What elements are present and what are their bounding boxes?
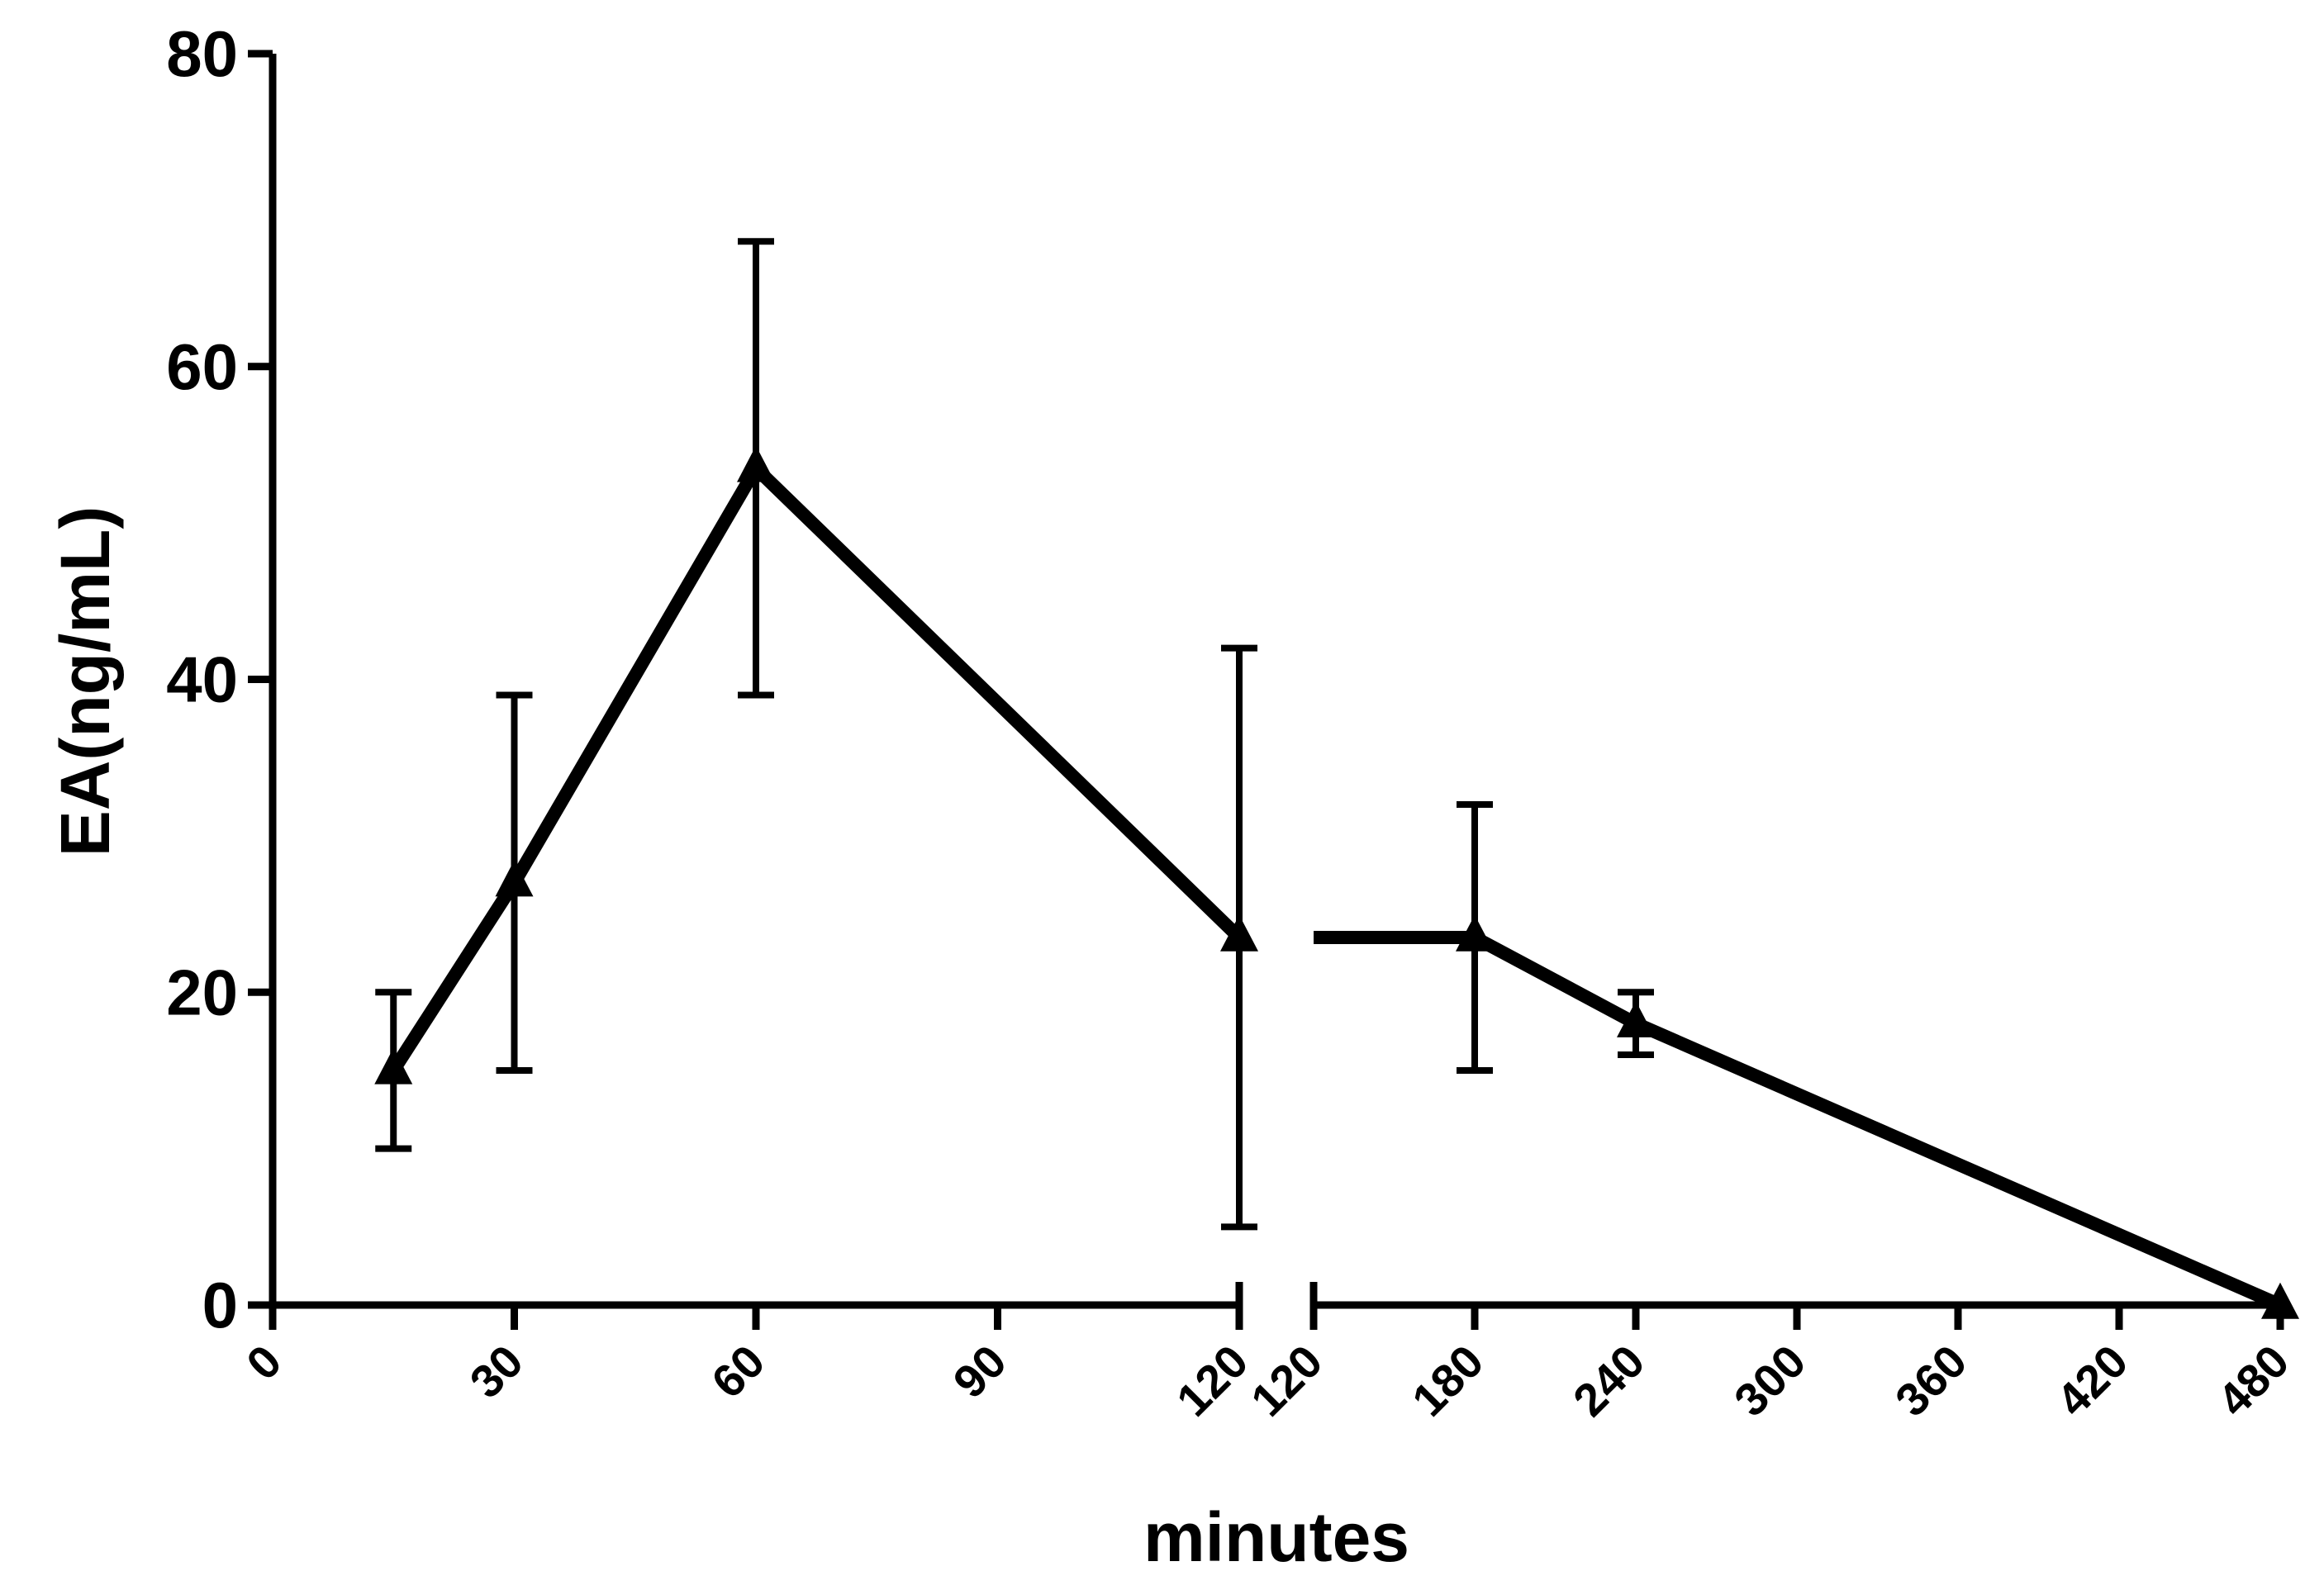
x-tick-label: 180 [1402,1335,1494,1426]
data-point-marker [2261,1282,2299,1319]
y-tick-label: 20 [166,956,238,1028]
x-axis-segment-2: 120 180 240 300 360 420 480 [1241,1282,2299,1426]
y-tick-label: 40 [166,643,238,716]
data-point-marker [495,860,534,897]
x-tick-label: 60 [701,1335,775,1408]
x-tick-label: 120 [1241,1335,1333,1426]
series-line [387,457,1244,1075]
x-tick-label: 240 [1563,1335,1655,1426]
x-tick-label: 360 [1885,1335,1977,1426]
series-line [1314,930,2284,1312]
x-axis-segment-1: 0 30 60 90 120 [236,1282,1258,1426]
y-tick-label: 0 [202,1269,238,1341]
y-axis: 0 20 40 60 80 [166,17,277,1341]
data-point-marker [1220,914,1258,952]
x-tick-label: 480 [2208,1335,2299,1426]
data-point-marker [1617,1000,1655,1037]
x-tick-label: 30 [459,1335,533,1408]
x-tick-label: 90 [943,1335,1016,1408]
x-tick-label: 300 [1724,1335,1816,1426]
data-point-marker [374,1047,413,1085]
y-tick-label: 80 [166,17,238,90]
y-axis-title: EA(ng/mL) [46,506,124,857]
x-axis-title: minutes [1143,1498,1409,1576]
data-point-marker [737,445,775,482]
y-tick-label: 60 [166,330,238,403]
x-tick-label: 0 [236,1335,292,1390]
data-point-marker [1456,914,1494,952]
data-series [374,238,2299,1319]
x-tick-label: 420 [2046,1335,2138,1426]
x-tick-label: 120 [1167,1335,1258,1426]
